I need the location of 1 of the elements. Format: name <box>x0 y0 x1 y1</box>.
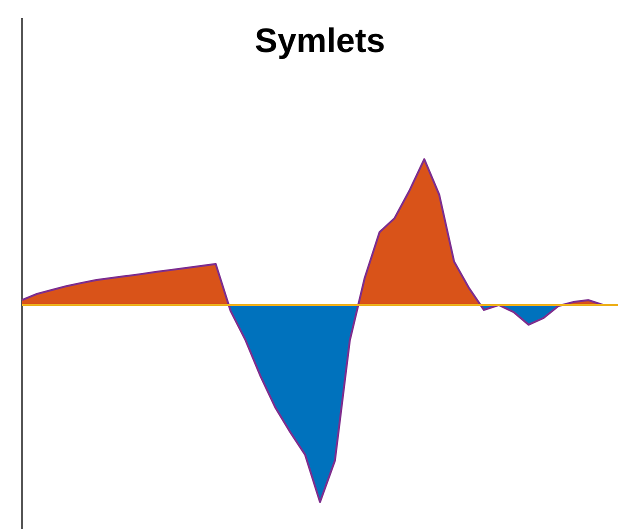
chart-title: Symlets <box>254 22 386 60</box>
